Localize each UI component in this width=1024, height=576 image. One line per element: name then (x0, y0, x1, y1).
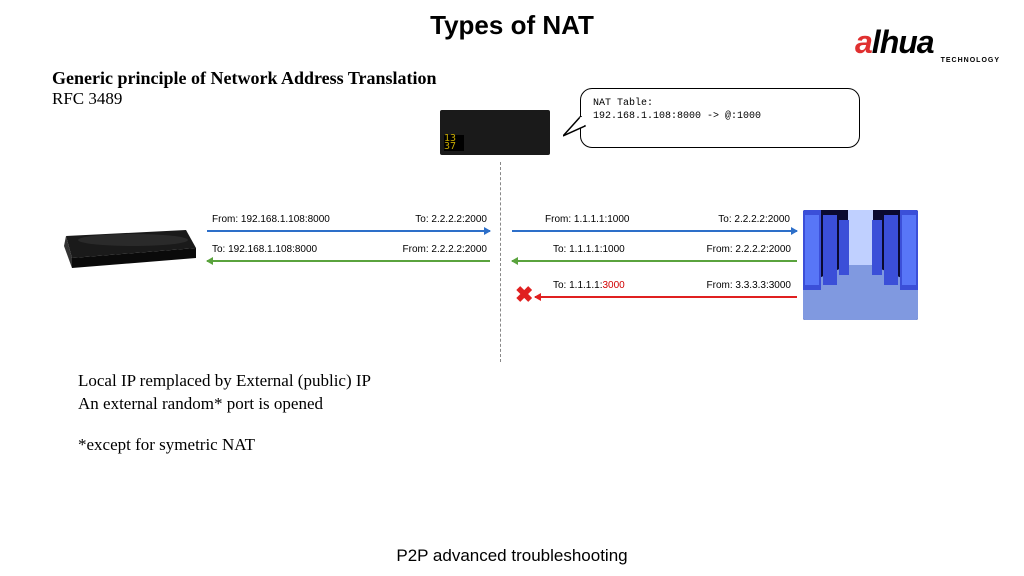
right-flow-3: To: 1.1.1.1:3000 From: 3.3.3.3:3000 (553, 280, 791, 291)
right-arrow-2 (512, 260, 797, 262)
rf1-to: To: 2.2.2.2:2000 (718, 214, 790, 225)
lf2-from: From: 2.2.2.2:2000 (403, 244, 488, 255)
subtitle-block: Generic principle of Network Address Tra… (52, 68, 437, 109)
brand-logo: alhua TECHNOLOGY (855, 24, 1000, 64)
rf2-from: From: 2.2.2.2:2000 (707, 244, 792, 255)
lf2-to: To: 192.168.1.108:8000 (212, 244, 317, 255)
body-text: Local IP remplaced by External (public) … (78, 370, 371, 457)
rf3-from: From: 3.3.3.3:3000 (707, 280, 792, 291)
vertical-divider (500, 162, 501, 362)
speech-bubble: NAT Table: 192.168.1.108:8000 -> @:1000 (580, 88, 860, 148)
lf1-to: To: 2.2.2.2:2000 (415, 214, 487, 225)
right-flow-1: From: 1.1.1.1:1000 To: 2.2.2.2:2000 (545, 214, 790, 225)
bubble-line1: NAT Table: (593, 97, 847, 110)
right-flow-2: To: 1.1.1.1:1000 From: 2.2.2.2:2000 (553, 244, 791, 255)
datacenter-image (803, 210, 918, 320)
body-line-3: *except for symetric NAT (78, 434, 371, 457)
lf1-from: From: 192.168.1.108:8000 (212, 214, 330, 225)
logo-a-glyph: a (855, 24, 872, 60)
left-flow-1: From: 192.168.1.108:8000 To: 2.2.2.2:200… (212, 214, 487, 225)
bubble-line2: 192.168.1.108:8000 -> @:1000 (593, 110, 847, 123)
rf3-to: To: 1.1.1.1:3000 (553, 280, 625, 291)
left-arrow-1 (207, 230, 490, 232)
nvr-device (58, 218, 198, 268)
body-line-2: An external random* port is opened (78, 393, 371, 416)
footer-text: P2P advanced troubleshooting (0, 546, 1024, 566)
rf2-to: To: 1.1.1.1:1000 (553, 244, 625, 255)
right-arrow-3 (535, 296, 797, 298)
left-arrow-2 (207, 260, 490, 262)
router-device: 13 37 (440, 110, 550, 155)
logo-rest: lhua (872, 24, 934, 60)
subtitle-rfc: RFC 3489 (52, 89, 437, 109)
body-line-1: Local IP remplaced by External (public) … (78, 370, 371, 393)
subtitle-bold: Generic principle of Network Address Tra… (52, 68, 437, 89)
rf1-from: From: 1.1.1.1:1000 (545, 214, 630, 225)
left-flow-2: To: 192.168.1.108:8000 From: 2.2.2.2:200… (212, 244, 487, 255)
right-arrow-1 (512, 230, 797, 232)
router-display-2: 37 (444, 143, 464, 151)
reject-x-icon: ✖ (515, 282, 533, 308)
